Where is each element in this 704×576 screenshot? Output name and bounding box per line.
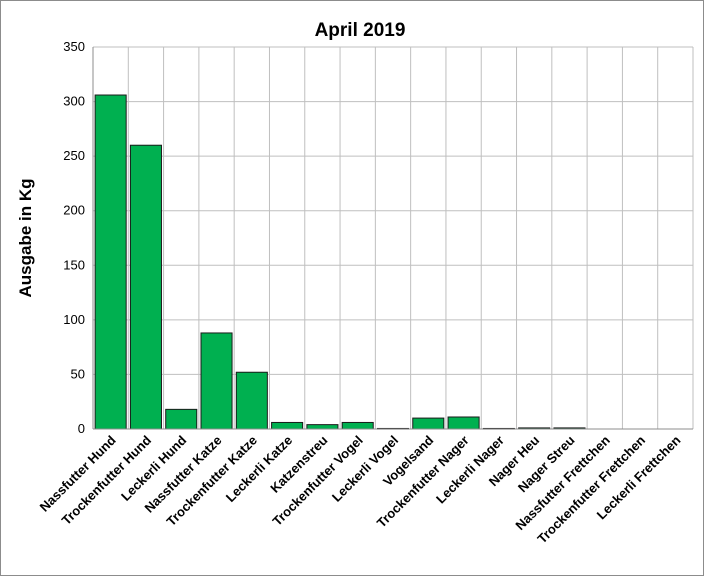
bar <box>341 421 374 430</box>
bar <box>94 94 127 430</box>
y-axis-label: Ausgabe in Kg <box>16 178 35 297</box>
bar <box>200 332 233 430</box>
bar <box>447 416 480 430</box>
y-tick-label: 250 <box>63 148 85 163</box>
y-tick-label: 100 <box>63 312 85 327</box>
bar <box>235 371 268 430</box>
y-tick-label: 50 <box>71 366 85 381</box>
y-tick-label: 200 <box>63 203 85 218</box>
y-tick-label: 350 <box>63 39 85 54</box>
bar <box>306 424 339 430</box>
y-tick-label: 150 <box>63 257 85 272</box>
bar <box>412 417 445 430</box>
y-tick-label: 300 <box>63 94 85 109</box>
bar <box>129 144 162 430</box>
bar <box>165 408 198 430</box>
y-tick-label: 0 <box>78 421 85 436</box>
grid-layer <box>92 46 694 430</box>
chart-title: April 2019 <box>315 20 406 41</box>
y-tick-labels: 0 50 100 150 200 250 300 350 <box>63 39 85 436</box>
axis-layer <box>92 47 693 430</box>
bar <box>271 421 304 430</box>
